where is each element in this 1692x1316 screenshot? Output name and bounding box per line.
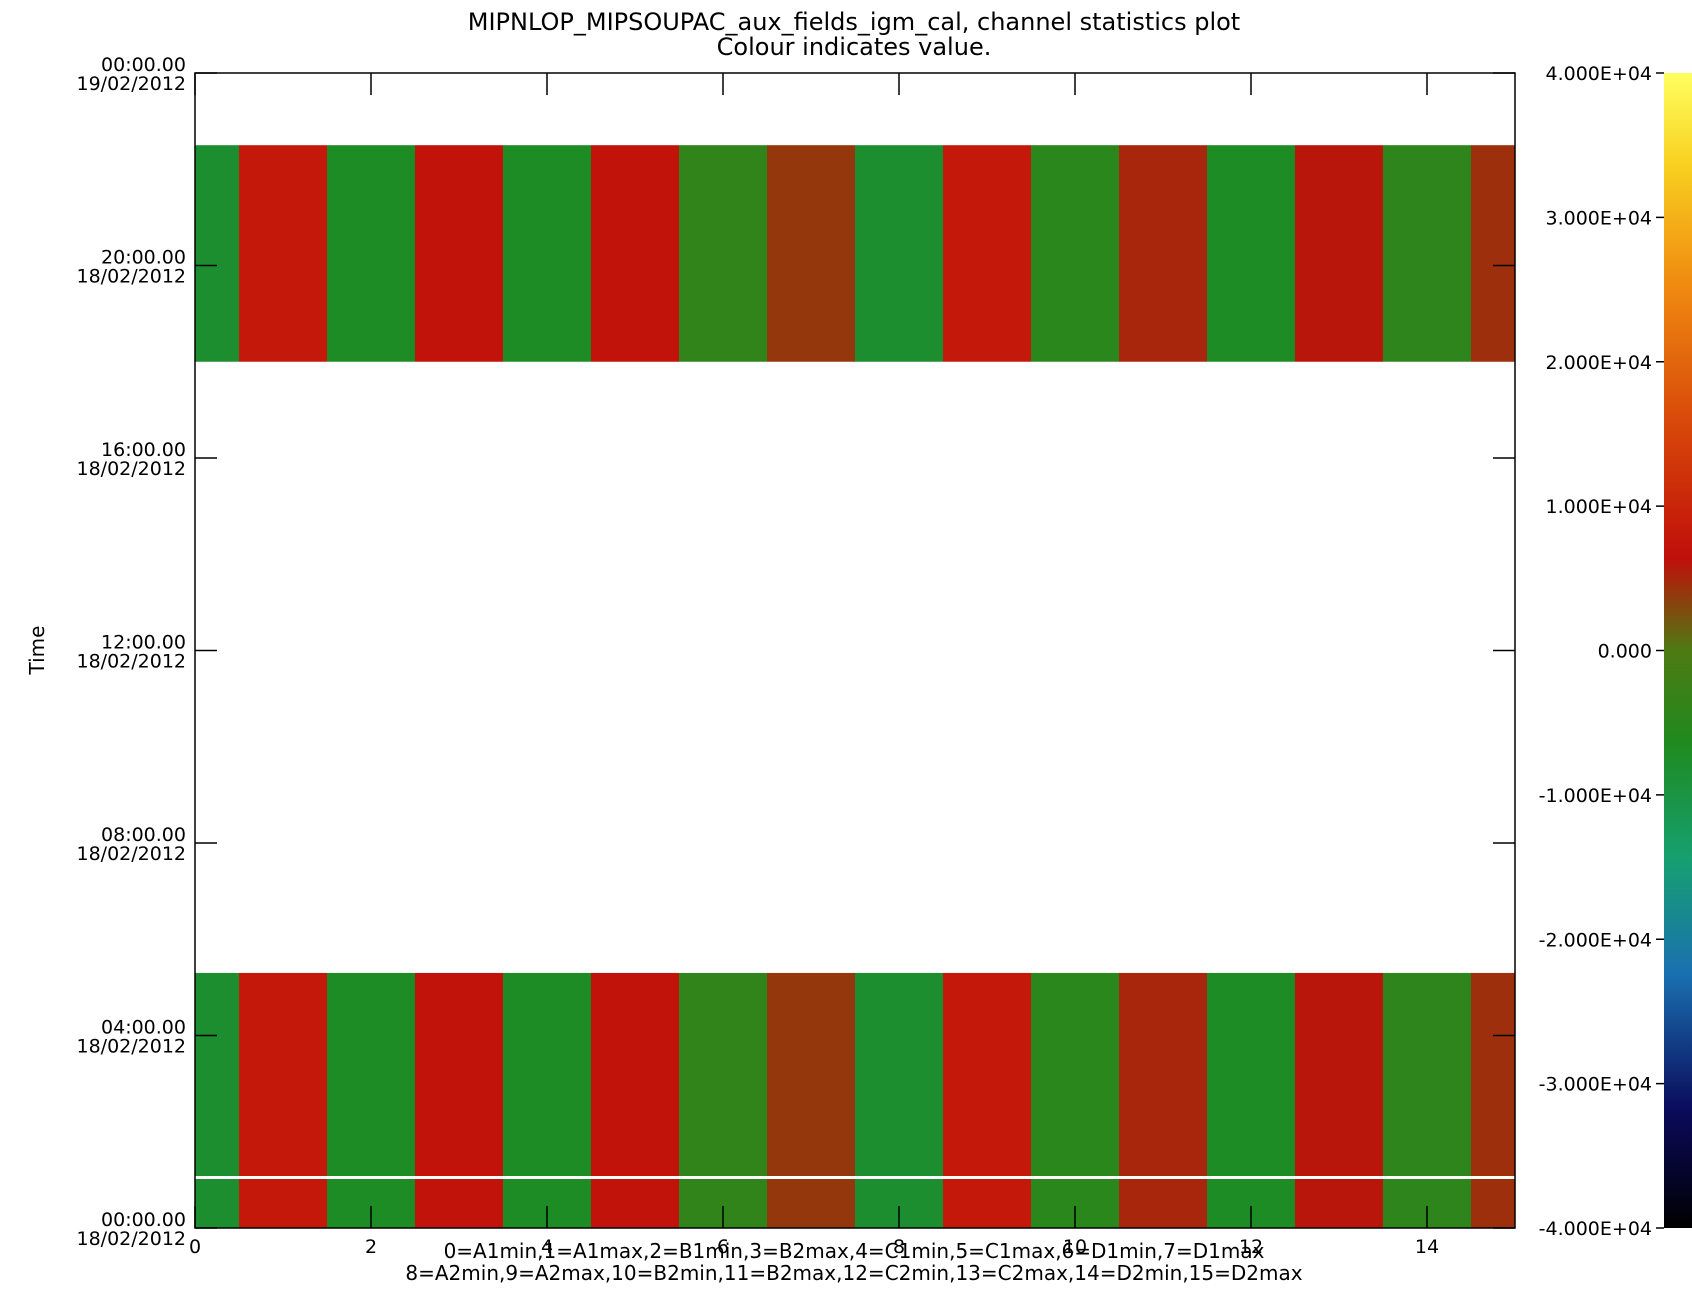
y-tick-label-date: 18/02/2012 bbox=[76, 266, 186, 288]
heatmap-cell bbox=[1295, 972, 1383, 1228]
y-tick-label-time: 20:00.00 bbox=[101, 247, 186, 269]
heatmap-cell bbox=[1031, 145, 1119, 362]
heatmap-cell bbox=[1471, 972, 1515, 1228]
y-tick-label-time: 00:00.00 bbox=[101, 1209, 186, 1231]
y-tick-label-date: 18/02/2012 bbox=[76, 843, 186, 865]
heatmap-cell bbox=[195, 972, 239, 1228]
x-tick-label: 4 bbox=[541, 1236, 553, 1258]
heatmap-cell bbox=[679, 145, 767, 362]
y-tick-label-time: 12:00.00 bbox=[101, 632, 186, 654]
colorbar-tick-label: -2.000E+04 bbox=[1539, 929, 1652, 951]
heatmap-cell bbox=[1383, 145, 1471, 362]
y-tick-label-time: 00:00.00 bbox=[101, 54, 186, 76]
heatmap-cell bbox=[855, 145, 943, 362]
heatmap-cell bbox=[1207, 145, 1295, 362]
heatmap-cell bbox=[1119, 145, 1207, 362]
y-axis: 00:00.0018/02/201204:00.0018/02/201208:0… bbox=[76, 54, 1515, 1250]
heatmap-cell bbox=[1031, 972, 1119, 1228]
heatmap-cell bbox=[239, 972, 327, 1228]
x-tick-label: 8 bbox=[893, 1236, 905, 1258]
x-tick-label: 14 bbox=[1415, 1236, 1439, 1258]
heatmap-cell bbox=[591, 145, 679, 362]
y-tick-label-date: 18/02/2012 bbox=[76, 651, 186, 673]
heatmap-cell bbox=[1471, 145, 1515, 362]
y-tick-label-date: 18/02/2012 bbox=[76, 458, 186, 480]
y-tick-label-date: 19/02/2012 bbox=[76, 73, 186, 95]
heatmap-cell bbox=[1295, 145, 1383, 362]
colorbar-tick-label: 4.000E+04 bbox=[1546, 63, 1653, 85]
x-tick-label: 0 bbox=[189, 1236, 201, 1258]
heatmap-cell bbox=[415, 145, 503, 362]
heatmap-cell bbox=[943, 145, 1031, 362]
colorbar-tick-label: 3.000E+04 bbox=[1546, 207, 1653, 229]
colorbar-tick-label: -3.000E+04 bbox=[1539, 1074, 1652, 1096]
heatmap-cell bbox=[767, 972, 855, 1228]
heatmap-cell bbox=[195, 145, 239, 362]
heatmap-cell bbox=[327, 972, 415, 1228]
heatmap-cell bbox=[327, 145, 415, 362]
heatmap-cell bbox=[591, 972, 679, 1228]
colorbar bbox=[1664, 73, 1692, 1228]
x-axis-legend-line-2: 8=A2min,9=A2max,10=B2min,11=B2max,12=C2m… bbox=[405, 1261, 1302, 1285]
x-tick-label: 12 bbox=[1239, 1236, 1263, 1258]
x-axis-legend-line-1: 0=A1min,1=A1max,2=B1min,3=B2max,4=C1min,… bbox=[444, 1239, 1265, 1263]
heatmap-cell bbox=[503, 972, 591, 1228]
heatmap-cell bbox=[679, 972, 767, 1228]
x-tick-label: 2 bbox=[365, 1236, 377, 1258]
y-tick-label-time: 04:00.00 bbox=[101, 1017, 186, 1039]
heatmap-cell bbox=[855, 972, 943, 1228]
chart-subtitle: Colour indicates value. bbox=[717, 33, 992, 61]
chart-title: MIPNLOP_MIPSOUPAC_aux_fields_igm_cal, ch… bbox=[468, 8, 1240, 36]
heatmap-cell bbox=[767, 145, 855, 362]
y-tick-label-time: 16:00.00 bbox=[101, 439, 186, 461]
heatmap-cell bbox=[1383, 972, 1471, 1228]
x-tick-label: 6 bbox=[717, 1236, 729, 1258]
y-tick-label-time: 08:00.00 bbox=[101, 824, 186, 846]
heatmap-cell bbox=[503, 145, 591, 362]
x-tick-label: 10 bbox=[1063, 1236, 1087, 1258]
colorbar-tick-label: 2.000E+04 bbox=[1546, 352, 1653, 374]
colorbar-tick-label: 0.000 bbox=[1598, 641, 1652, 663]
heatmap-cell bbox=[1207, 972, 1295, 1228]
y-axis-label: Time bbox=[25, 626, 49, 676]
heatmap-cell bbox=[239, 145, 327, 362]
plot-frame bbox=[194, 72, 1516, 1229]
y-tick-label-date: 18/02/2012 bbox=[76, 1228, 186, 1250]
heatmap-cell bbox=[1119, 972, 1207, 1228]
colorbar-tick-label: -4.000E+04 bbox=[1539, 1218, 1652, 1240]
heatmap-cell bbox=[943, 972, 1031, 1228]
colorbar-axis: 4.000E+04 3.000E+04 2.000E+04 1.000E+04 0.00… bbox=[1539, 63, 1664, 1240]
heatmap-cell bbox=[415, 972, 503, 1228]
y-tick-label-date: 18/02/2012 bbox=[76, 1036, 186, 1058]
colorbar-tick-label: -1.000E+04 bbox=[1539, 785, 1652, 807]
heatmap-cells bbox=[195, 145, 1515, 1228]
colorbar-tick-label: 1.000E+04 bbox=[1546, 496, 1653, 518]
